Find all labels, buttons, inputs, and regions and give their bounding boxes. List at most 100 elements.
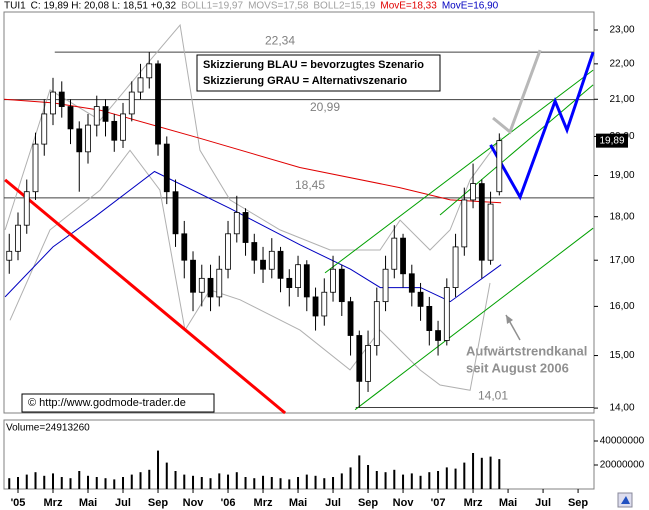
candle-body <box>93 106 100 126</box>
candle-body <box>382 268 389 303</box>
volume-bar <box>358 455 361 489</box>
volume-bar <box>480 457 483 489</box>
candle-body <box>330 268 336 293</box>
volume-bar <box>122 477 125 489</box>
x-tick-label: '05 <box>11 497 26 509</box>
candle-body <box>400 237 406 275</box>
candle-body <box>15 224 21 252</box>
volume-bar <box>297 477 300 489</box>
header-text: BOLL2=15,19 <box>313 1 375 12</box>
volume-bar <box>288 479 291 489</box>
trend-line <box>439 84 594 216</box>
candle-body <box>216 268 223 298</box>
candle-body <box>435 330 441 341</box>
price-panel <box>3 11 595 414</box>
y-tick-label: 15,00 <box>609 350 634 361</box>
volume-bar <box>323 478 326 489</box>
volume-bar <box>139 472 142 489</box>
x-tick-label: Nov <box>393 497 415 509</box>
volume-label: Volume=24913260 <box>6 423 90 434</box>
candle-body <box>295 264 301 288</box>
header-text: TUI1 <box>4 1 26 12</box>
x-tick-label: Mrz <box>464 497 483 509</box>
y-tick-label: 18,00 <box>609 211 634 222</box>
candle-body <box>41 113 48 145</box>
volume-bar <box>472 453 475 489</box>
volume-tick-label: 40000000 <box>600 436 645 447</box>
volume-bar <box>384 472 387 489</box>
candle-body <box>443 287 450 341</box>
volume-bar <box>314 475 317 489</box>
level-label: 20,99 <box>310 100 340 114</box>
volume-bar <box>8 478 11 489</box>
x-tick-label: Sep <box>148 497 168 509</box>
candle-body <box>128 91 135 115</box>
y-tick-label: 17,00 <box>609 255 634 266</box>
volume-bar <box>174 471 177 489</box>
volume-bar <box>375 471 378 489</box>
candle-body <box>85 124 91 153</box>
volume-bar <box>279 478 282 489</box>
volume-bar <box>489 456 492 489</box>
candle-body <box>6 250 13 261</box>
candle-body <box>356 335 363 382</box>
candle-body <box>146 63 153 79</box>
volume-bar <box>410 473 413 489</box>
volume-bar <box>227 474 230 489</box>
candle-body <box>260 259 266 270</box>
volume-bar <box>498 459 501 489</box>
volume-bar <box>209 478 212 489</box>
y-tick-label: 14,00 <box>609 403 634 414</box>
candle-body <box>408 273 415 293</box>
volume-bar <box>218 473 221 489</box>
volume-bar <box>200 477 203 489</box>
volume-bar <box>419 475 422 489</box>
candle-body <box>207 277 214 298</box>
x-tick-label: Mai <box>79 497 97 509</box>
x-tick-label: Mrz <box>44 497 63 509</box>
header-text: C: 19,89 H: 20,08 L: 18,51 +0,32 <box>31 1 177 12</box>
volume-bar <box>349 467 352 489</box>
candle-body <box>120 113 126 141</box>
candle-body <box>111 120 118 141</box>
candle-body <box>461 199 468 248</box>
volume-bar <box>332 477 335 489</box>
last-price-label: 19,89 <box>599 135 624 146</box>
header-text: MovE=18,33 <box>380 1 437 12</box>
x-tick-label: Sep <box>568 497 588 509</box>
volume-bar <box>393 469 396 489</box>
trend-line <box>489 51 595 201</box>
last-price-box <box>596 133 628 148</box>
x-tick-label: Jul <box>325 497 341 509</box>
volume-bar <box>95 477 98 489</box>
volume-bar <box>244 477 247 489</box>
candle-body <box>155 63 161 145</box>
x-tick-label: '06 <box>221 497 236 509</box>
volume-bar <box>437 471 440 489</box>
icon-glyph <box>621 496 630 504</box>
volume-bar <box>34 472 37 489</box>
volume-bar <box>454 468 457 489</box>
candle-body <box>478 183 485 261</box>
candle-body <box>251 242 258 261</box>
volume-bar <box>305 474 308 489</box>
candle-body <box>268 250 275 270</box>
y-tick-label: 23,00 <box>609 25 634 36</box>
candle-body <box>58 91 65 107</box>
level-label: 22,34 <box>265 33 295 47</box>
level-label: 18,45 <box>295 178 325 192</box>
y-tick-label: 16,00 <box>609 301 634 312</box>
candle-body <box>365 345 371 382</box>
header-text: MOVS=17,58 <box>248 1 309 12</box>
trend-line <box>324 69 594 274</box>
x-tick-label: Mai <box>499 497 517 509</box>
y-tick-label: 19,00 <box>609 170 634 181</box>
volume-bar <box>463 462 466 489</box>
volume-bar <box>428 472 431 489</box>
volume-bar <box>25 474 28 489</box>
volume-bar <box>165 462 168 489</box>
candle-body <box>225 233 231 270</box>
candle-body <box>233 212 240 235</box>
candle-body <box>303 264 310 298</box>
candle-body <box>286 277 293 288</box>
